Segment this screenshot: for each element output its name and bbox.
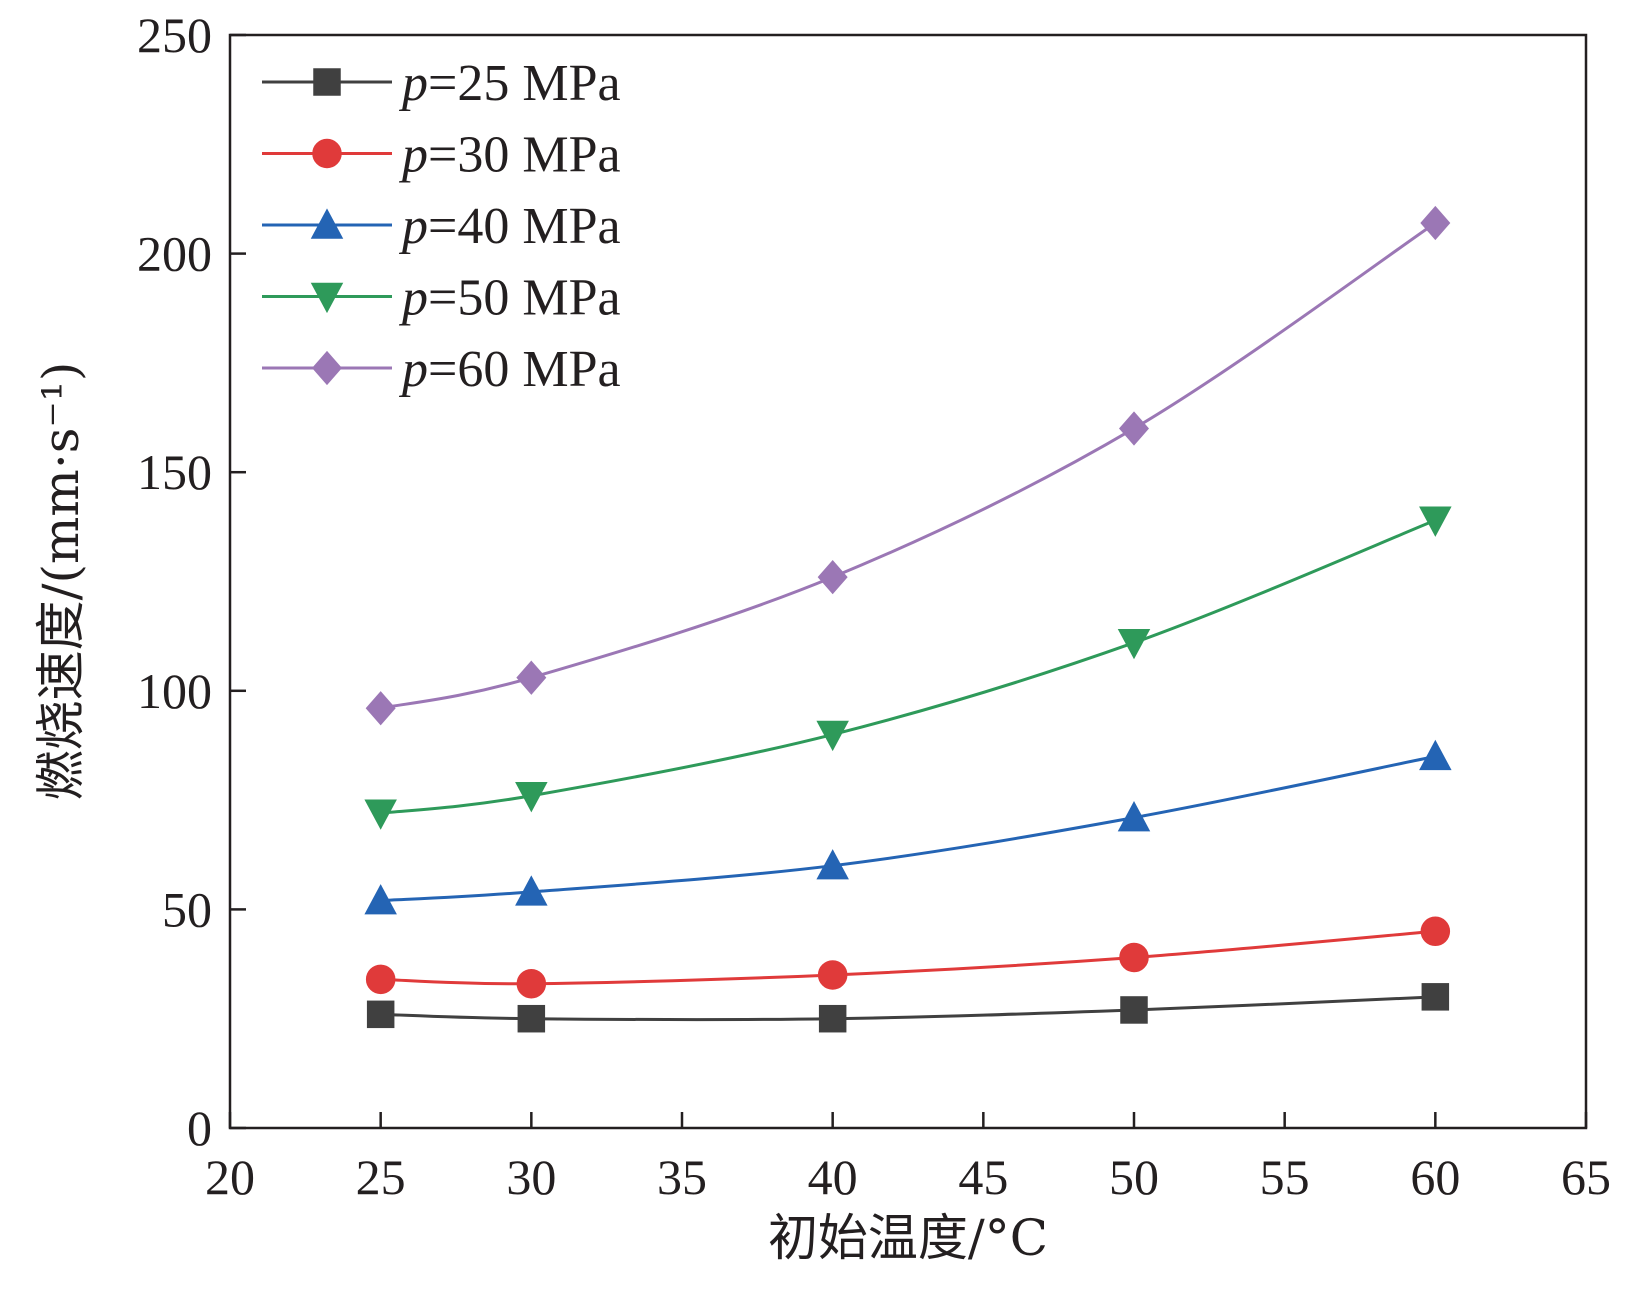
data-point [1120,996,1148,1024]
series-triangle-down [364,506,1452,830]
series-circle [365,916,1451,999]
x-tick-label: 20 [205,1149,255,1205]
data-point [817,960,848,990]
data-point [1117,628,1151,660]
legend-label-suffix: =25 MPa [428,55,621,112]
series-line [380,221,1437,710]
legend-label-suffix: =40 MPa [428,198,621,255]
data-point [1421,983,1450,1011]
series-line [380,518,1436,815]
legend-label-prefix: p [398,270,428,327]
data-point [1117,800,1151,832]
x-tick-label: 55 [1260,1149,1310,1205]
y-tick-label: 200 [137,226,212,282]
x-axis-title: 初始温度/°C [768,1209,1048,1267]
data-point [365,964,396,995]
series-line [380,995,1436,1022]
legend-label-prefix: p [398,341,428,398]
data-point [1119,942,1149,973]
series-triangle-up [364,739,1452,915]
x-tick-label: 40 [808,1149,858,1205]
legend-label-prefix: p [398,198,428,255]
y-tick-label: 100 [137,663,212,719]
x-tick-label: 65 [1561,1149,1611,1205]
data-point [1119,411,1149,446]
data-point [817,559,848,595]
data-point [1419,506,1452,537]
legend-label-suffix: =50 MPa [428,270,621,327]
legend-marker [312,350,342,386]
series-line [380,929,1436,986]
legend-entry: p=50 MPa [262,270,621,327]
data-point [1420,205,1451,241]
x-tick-label: 25 [356,1149,406,1205]
y-tick-label: 150 [137,444,212,500]
legend-entry: p=40 MPa [262,198,621,255]
x-tick-label: 35 [657,1149,707,1205]
legend-marker [312,138,342,169]
data-point [1419,739,1452,771]
x-tick-label: 30 [506,1149,556,1205]
data-point [818,1004,847,1033]
y-tick-label: 0 [187,1100,212,1156]
legend-label-suffix: =30 MPa [428,127,621,184]
series-line [380,754,1436,903]
legend-entry: p=30 MPa [262,127,621,184]
legend-label: p=25 MPa [398,55,621,112]
y-tick-label: 50 [162,881,212,937]
legend-label: p=40 MPa [398,198,621,255]
legend-label: p=60 MPa [398,341,621,398]
legend-label: p=50 MPa [398,270,621,327]
x-tick-label: 45 [958,1149,1008,1205]
legend-entry: p=60 MPa [262,341,621,398]
data-point [816,720,849,752]
series-layer [364,205,1452,1033]
data-point [516,660,547,695]
data-point [816,849,849,880]
data-point [365,691,396,726]
ticks-layer: 20 25 30 35 40 45 50 55 60 65 0 50 100 150 200 250 [137,7,1611,1205]
series-diamond [365,205,1451,726]
y-tick-label: 250 [137,7,212,63]
x-tick-label: 50 [1109,1149,1159,1205]
legend-entry: p=25 MPa [262,55,621,112]
data-point [517,1004,546,1033]
legend-label-prefix: p [398,127,428,184]
y-axis-title: 燃烧速度/(mm·s⁻¹) [32,362,90,801]
legend-label-prefix: p [398,55,428,112]
data-point [366,1000,395,1029]
series-square [366,983,1450,1033]
legend-marker [310,282,344,314]
x-tick-label: 60 [1410,1149,1460,1205]
data-point [1420,916,1451,947]
data-point [516,968,547,999]
legend-label: p=30 MPa [398,127,621,184]
data-point [515,781,548,813]
legend-marker [310,208,344,239]
legend-label-suffix: =60 MPa [428,341,621,398]
data-point [515,875,548,906]
data-point [364,884,397,915]
plot-frame [228,33,1588,1130]
data-point [364,799,397,830]
legend-marker [313,68,341,96]
